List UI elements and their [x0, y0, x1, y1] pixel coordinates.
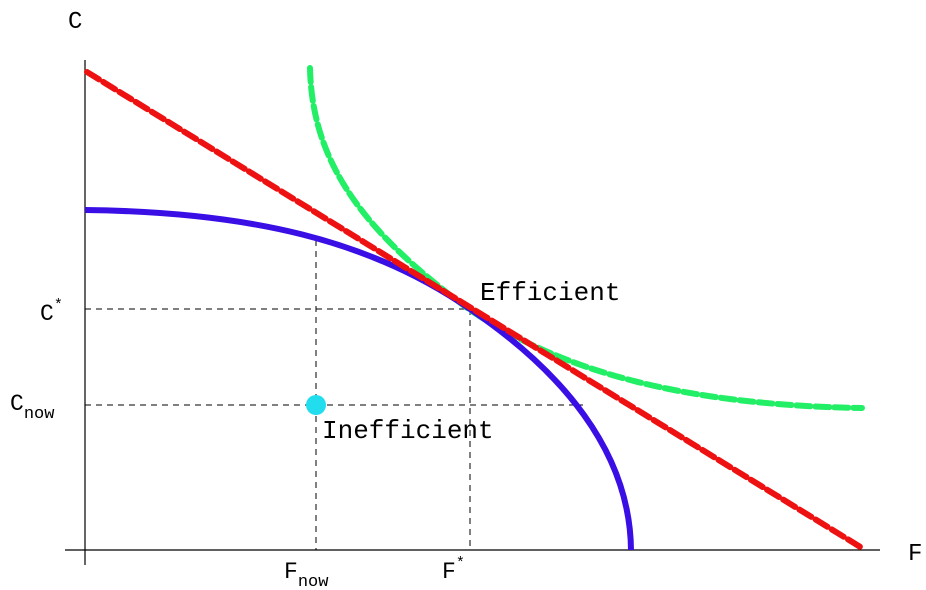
x-tick-f-now-main: F	[284, 559, 298, 585]
x-tick-f-star-main: F	[442, 559, 456, 585]
y-tick-c-now-sub: now	[24, 405, 55, 424]
indifference-curve	[307, 65, 865, 411]
x-tick-f-star-sup: *	[456, 555, 465, 572]
y-tick-c-now-main: C	[10, 391, 24, 417]
y-tick-c-star: C*	[40, 297, 63, 327]
x-tick-f-now-sub: now	[298, 573, 329, 590]
y-axis-label: C	[68, 9, 82, 36]
efficient-label: Efficient	[480, 278, 620, 308]
y-tick-c-star-sup: *	[54, 297, 63, 314]
inefficient-point	[306, 395, 326, 415]
inefficient-label: Inefficient	[322, 416, 494, 446]
y-tick-c-now: Cnow	[10, 391, 55, 424]
budget-line	[84, 69, 865, 551]
x-tick-f-now: Fnow	[284, 559, 329, 590]
x-axis-label: F	[908, 541, 922, 568]
frontier-curve	[84, 207, 634, 551]
y-tick-c-star-main: C	[40, 301, 54, 327]
x-tick-f-star: F*	[442, 555, 465, 585]
